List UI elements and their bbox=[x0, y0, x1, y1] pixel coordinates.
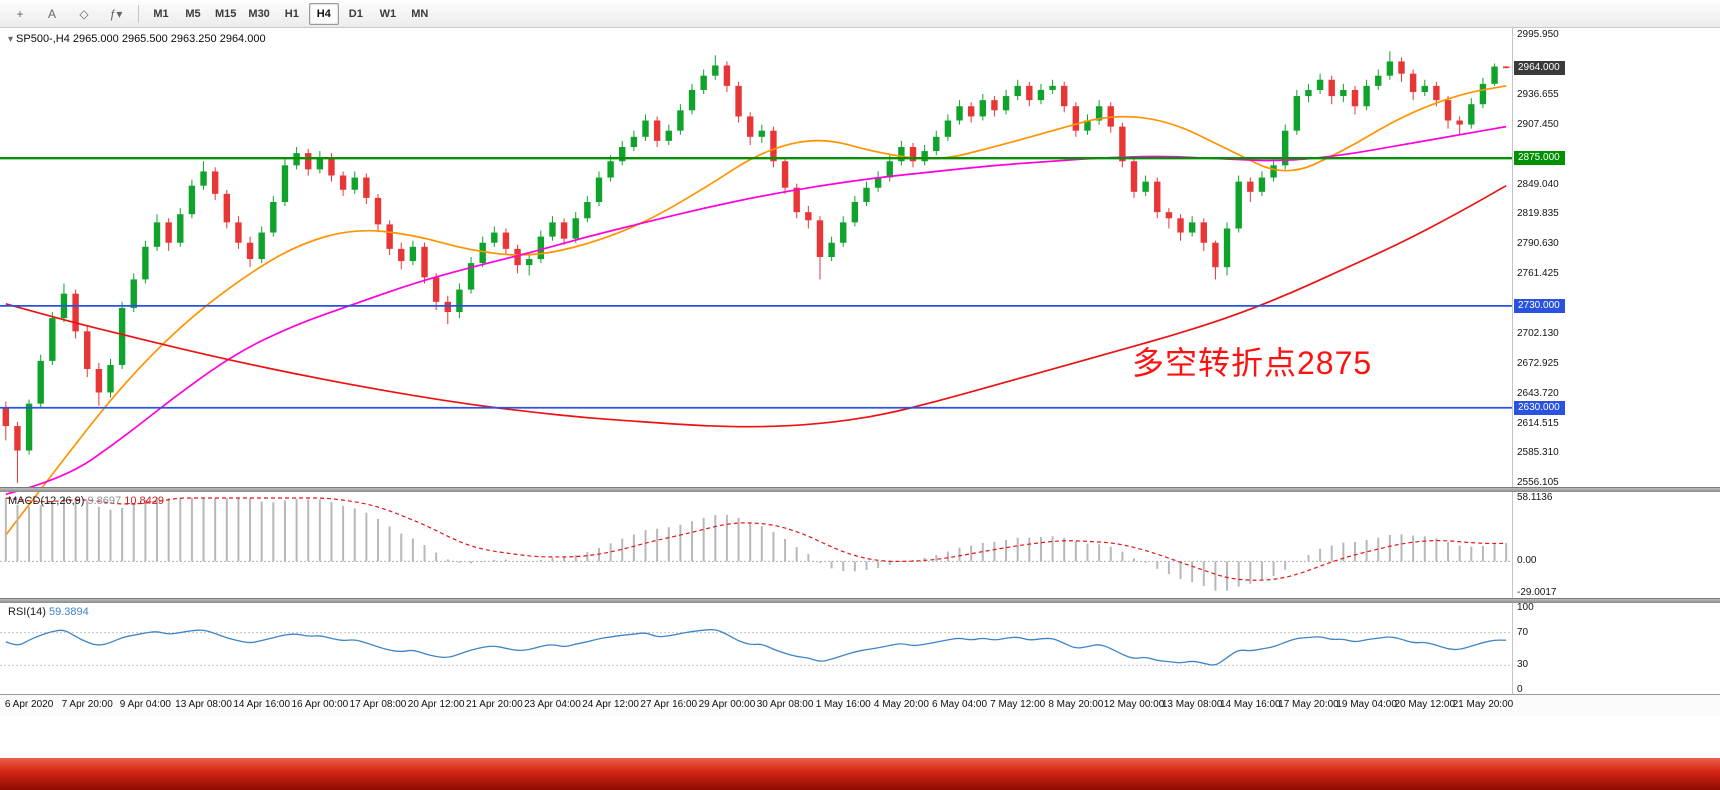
time-axis-label: 21 Apr 20:00 bbox=[465, 699, 523, 710]
price-axis-label: 2819.835 bbox=[1517, 208, 1559, 220]
chart-title-text: SP500-,H4 2965.000 2965.500 2963.250 296… bbox=[16, 33, 266, 45]
toolbar: + A ◇ ƒ▾ M1 M5 M15 M30 H1 H4 D1 W1 MN bbox=[0, 0, 1720, 28]
time-axis-label: 16 Apr 00:00 bbox=[291, 699, 349, 710]
price-axis-label: 2790.630 bbox=[1517, 238, 1559, 250]
ma-mid-magenta bbox=[5, 125, 1507, 496]
rsi-axis-label: 30 bbox=[1517, 659, 1529, 671]
rsi-indicator-label: RSI(14) 59.3894 bbox=[8, 606, 89, 618]
price-axis-label: 2643.720 bbox=[1517, 387, 1559, 399]
macd-indicator-label: MACD(12,26,9) 9.8697 10.8429 bbox=[8, 495, 164, 507]
macd-axis-label: 58.1136 bbox=[1517, 492, 1553, 503]
macd-axis-label: -29.0017 bbox=[1517, 587, 1557, 598]
time-axis-label: 13 Apr 08:00 bbox=[175, 699, 232, 710]
price-axis-label: 2849.040 bbox=[1517, 178, 1559, 190]
timeframe-w1[interactable]: W1 bbox=[379, 7, 397, 20]
rsi-axis-label: 70 bbox=[1517, 626, 1529, 638]
price-axis-label: 2556.105 bbox=[1517, 477, 1559, 488]
price-axis-label: 2936.655 bbox=[1517, 89, 1559, 101]
time-axis-label: 7 Apr 20:00 bbox=[61, 699, 113, 710]
panel-divider-macd[interactable] bbox=[0, 487, 1720, 492]
time-axis-label: 27 Apr 16:00 bbox=[640, 699, 698, 710]
price-axis-badge: 2875.000 bbox=[1514, 151, 1565, 166]
rsi-line bbox=[5, 628, 1507, 666]
macd-axis-label: 0.00 bbox=[1517, 555, 1537, 567]
rsi-axis-label: 0 bbox=[1517, 684, 1523, 695]
time-axis-label: 12 May 00:00 bbox=[1103, 699, 1165, 710]
timeframe-m1[interactable]: M1 bbox=[153, 7, 169, 20]
ma-fast-orange bbox=[5, 85, 1507, 536]
time-axis-label: 6 Apr 2020 bbox=[4, 699, 54, 710]
price-axis[interactable]: 2995.950 2936.655 2907.450 2849.040 2819.835… bbox=[1512, 0, 1720, 716]
time-axis-label: 4 May 20:00 bbox=[873, 699, 929, 710]
time-axis-label: 20 May 12:00 bbox=[1394, 699, 1456, 710]
price-axis-label: 2672.925 bbox=[1517, 358, 1559, 369]
toolbar-separator bbox=[138, 4, 139, 23]
shapes-icon[interactable]: ◇ bbox=[79, 6, 89, 21]
time-axis-label: 20 Apr 12:00 bbox=[407, 699, 465, 710]
time-axis-label: 14 Apr 16:00 bbox=[233, 699, 291, 710]
price-axis-label: 2585.310 bbox=[1517, 447, 1559, 459]
time-axis-label: 1 May 16:00 bbox=[815, 699, 871, 710]
time-axis-label: 17 May 20:00 bbox=[1278, 699, 1339, 710]
rsi-value: 59.3894 bbox=[48, 606, 89, 618]
time-axis[interactable]: 6 Apr 2020 7 Apr 20:00 9 Apr 04:00 13 Apr 0… bbox=[0, 694, 1720, 716]
price-axis-badge: 2730.000 bbox=[1514, 298, 1565, 313]
time-axis-label: 23 Apr 04:00 bbox=[524, 699, 581, 710]
rsi-axis-label: 100 bbox=[1517, 602, 1534, 613]
text-label-icon[interactable]: A bbox=[47, 6, 56, 21]
chart-canvas[interactable] bbox=[0, 28, 1720, 694]
price-axis-label: 2614.515 bbox=[1517, 417, 1559, 429]
time-axis-label: 7 May 12:00 bbox=[990, 699, 1046, 710]
time-axis-label: 6 May 04:00 bbox=[932, 699, 988, 710]
time-axis-label: 17 Apr 08:00 bbox=[349, 699, 407, 710]
toolbar-icons: + A ◇ ƒ▾ bbox=[4, 3, 132, 25]
chart-title: ▾ SP500-,H4 2965.000 2965.500 2963.250 29… bbox=[8, 33, 266, 45]
timeframe-h4[interactable]: H4 bbox=[308, 2, 339, 25]
timeframe-m5[interactable]: M5 bbox=[185, 7, 201, 20]
indicators-dropdown-icon[interactable]: ƒ▾ bbox=[109, 6, 123, 21]
bottom-red-bar bbox=[0, 758, 1720, 790]
time-axis-label: 14 May 16:00 bbox=[1219, 699, 1281, 710]
timeframe-h1[interactable]: H1 bbox=[284, 7, 299, 20]
time-axis-label: 9 Apr 04:00 bbox=[119, 699, 171, 710]
cursor-crosshair-icon[interactable]: + bbox=[16, 6, 24, 21]
time-axis-label: 30 Apr 08:00 bbox=[756, 699, 814, 710]
price-axis-label: 2995.950 bbox=[1517, 29, 1559, 40]
time-axis-label: 19 May 04:00 bbox=[1336, 699, 1397, 710]
timeframe-buttons: M1 M5 M15 M30 H1 H4 D1 W1 MN bbox=[145, 2, 436, 25]
timeframe-mn[interactable]: MN bbox=[411, 7, 429, 20]
panel-divider-rsi[interactable] bbox=[0, 598, 1720, 603]
timeframe-d1[interactable]: D1 bbox=[348, 7, 363, 20]
price-axis-label: 2702.130 bbox=[1517, 328, 1559, 340]
macd-main-value: 9.8697 bbox=[87, 495, 122, 507]
time-axis-label: 13 May 08:00 bbox=[1161, 699, 1223, 710]
macd-name: MACD(12,26,9) bbox=[8, 495, 85, 507]
macd-signal-value: 10.8429 bbox=[124, 495, 164, 507]
price-axis-label: 2761.425 bbox=[1517, 267, 1559, 279]
timeframe-m30[interactable]: M30 bbox=[248, 7, 270, 20]
timeframe-m15[interactable]: M15 bbox=[215, 7, 237, 20]
price-axis-label: 2907.450 bbox=[1517, 119, 1559, 131]
time-axis-label: 24 Apr 12:00 bbox=[582, 699, 639, 710]
price-axis-border bbox=[1512, 28, 1513, 694]
rsi-name: RSI(14) bbox=[8, 606, 46, 618]
chart-annotation: 多空转折点2875 bbox=[1132, 345, 1373, 381]
price-axis-badge: 2964.000 bbox=[1514, 60, 1565, 75]
macd-signal-line bbox=[5, 497, 1507, 581]
ma-slow-red bbox=[5, 184, 1507, 428]
price-axis-badge: 2630.000 bbox=[1514, 400, 1565, 415]
time-axis-label: 29 Apr 00:00 bbox=[698, 699, 756, 710]
time-axis-label: 8 May 20:00 bbox=[1048, 699, 1104, 710]
chart-marker-icon: ▾ bbox=[8, 34, 14, 45]
time-axis-label: 21 May 20:00 bbox=[1452, 699, 1514, 710]
